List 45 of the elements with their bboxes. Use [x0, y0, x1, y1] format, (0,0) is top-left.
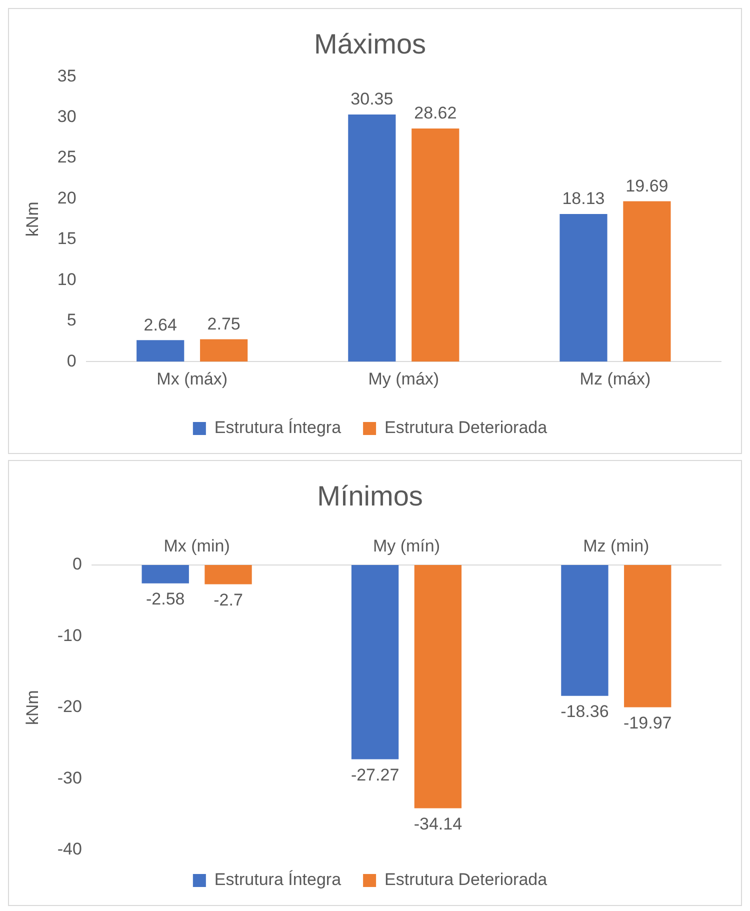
legend-label: Estrutura Deteriorada — [384, 870, 548, 890]
data-label: -27.27 — [350, 765, 400, 784]
data-label: 30.35 — [350, 90, 394, 109]
data-label: -2.7 — [214, 590, 243, 610]
y-tick-label: -20 — [57, 697, 82, 716]
data-label: 18.13 — [562, 189, 605, 208]
y-tick-label: 0 — [72, 554, 82, 574]
data-label: 19.69 — [626, 176, 668, 196]
legend-label: Estrutura Íntegra — [214, 870, 342, 890]
y-tick-label: 10 — [57, 270, 76, 289]
data-label: -34.14 — [414, 814, 462, 834]
bar — [412, 128, 460, 362]
chart-title: Mínimos — [317, 480, 423, 512]
y-tick-label: 20 — [57, 188, 76, 208]
x-tick-label: My (máx) — [368, 369, 440, 388]
y-tick-label: 5 — [66, 310, 76, 330]
x-tick-label: Mx (min) — [164, 536, 230, 556]
y-tick-label: 35 — [57, 66, 76, 86]
bar — [136, 340, 184, 362]
x-tick-label: Mz (min) — [583, 536, 650, 556]
legend-label: Estrutura Íntegra — [214, 418, 342, 438]
bar — [560, 214, 608, 362]
data-label: -2.58 — [146, 590, 185, 609]
bar — [200, 339, 248, 362]
legend-label: Estrutura Deteriorada — [384, 418, 548, 438]
x-tick-label: Mx (máx) — [156, 369, 228, 388]
data-label: 2.75 — [207, 314, 240, 334]
y-tick-label: 30 — [57, 107, 76, 126]
y-tick-label: 25 — [57, 148, 76, 167]
y-tick-label: 15 — [57, 229, 76, 248]
bar — [623, 201, 671, 362]
y-tick-label: -40 — [57, 840, 82, 859]
data-label: 28.62 — [414, 104, 457, 123]
x-tick-label: My (mín) — [372, 536, 440, 556]
bar — [348, 114, 396, 362]
data-label: 2.64 — [144, 315, 177, 334]
y-axis-title: kNm — [22, 202, 42, 237]
x-tick-label: Mz (máx) — [580, 369, 651, 388]
data-label: -19.97 — [624, 713, 672, 732]
y-tick-label: -10 — [57, 626, 82, 645]
y-axis-title: kNm — [22, 690, 42, 725]
y-tick-label: 0 — [66, 351, 76, 370]
data-label: -18.36 — [560, 702, 609, 722]
y-tick-label: -30 — [57, 768, 82, 788]
chart-title: Máximos — [314, 28, 426, 60]
